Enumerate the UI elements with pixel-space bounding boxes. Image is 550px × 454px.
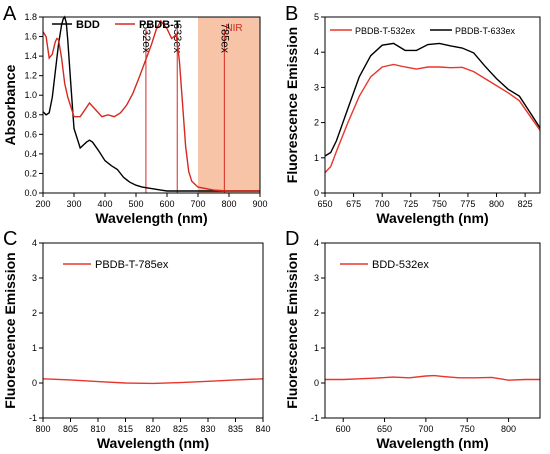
x-tick-label: 400 [97,199,112,209]
y-tick-label: 2 [314,118,319,128]
y-tick-label: 0.8 [24,110,37,120]
series-line [42,378,264,385]
x-tick-label: 830 [200,424,215,434]
y-tick-label: 1.8 [24,12,37,22]
y-tick-label: 4 [314,47,319,57]
x-tick-label: 825 [518,199,533,209]
x-tick-label: 750 [460,424,475,434]
x-tick-label: 810 [90,424,105,434]
x-tick-label: 650 [317,199,332,209]
x-tick-label: 775 [460,199,475,209]
panel-b: B 650 675 700 725 750 775 800 825 0 1 2 3 4 5 Wavelengt… [284,3,541,226]
x-tick-label: 500 [128,199,143,209]
legend-label: PBDB-T-785ex [95,259,169,271]
panel-letter: D [285,228,299,250]
series-line [324,42,541,157]
y-tick-label: 4 [314,238,319,248]
series-line [324,63,541,174]
y-tick-label: 1.2 [24,71,37,81]
series-line [325,374,540,381]
excitation-label: 532ex [140,23,152,53]
legend-label: BDD-532ex [372,259,429,271]
y-axis-label: Fluorescence Emission [2,252,18,408]
y-tick-label: 2 [32,308,37,318]
x-tick-label: 825 [173,424,188,434]
y-tick-label: 3 [32,273,37,283]
nir-shaded-region [198,17,260,193]
plot-frame [324,242,541,419]
x-tick-label: 840 [255,424,270,434]
panel-c: C 800 805 810 815 820 825 830 835 840 -1 0 1 2 3 4 Wavel… [2,228,271,451]
y-tick-label: 1 [32,343,37,353]
y-tick-label: 0.0 [24,188,37,198]
series-line [42,15,260,192]
x-tick-label: 805 [63,424,78,434]
x-tick-label: 835 [228,424,243,434]
legend-label: PBDB-T-532ex [355,26,416,36]
plot-frame [42,16,261,194]
x-tick-label: 820 [145,424,160,434]
x-tick-label: 800 [35,424,50,434]
x-tick-label: 750 [432,199,447,209]
y-tick-label: 1.0 [24,90,37,100]
x-tick-label: 700 [190,199,205,209]
plot-frame [324,16,541,194]
y-tick-label: 0.6 [24,129,37,139]
panel-letter: B [285,3,298,25]
nir-label: NIR [225,23,242,34]
y-tick-label: 3 [314,82,319,92]
y-tick-label: 4 [32,238,37,248]
legend-label: PBDB-T-633ex [455,26,516,36]
y-tick-label: -1 [311,413,319,423]
y-tick-label: 3 [314,273,319,283]
panel-d: D 600 650 700 750 800 -1 0 1 2 3 4 Wavelength (nm) Fl… [284,228,541,451]
y-tick-label: 0 [314,378,319,388]
y-tick-label: -1 [29,413,37,423]
y-tick-label: 0 [32,378,37,388]
excitation-label: 785ex [218,23,230,53]
x-tick-label: 815 [118,424,133,434]
y-tick-label: 0.2 [24,168,37,178]
x-tick-label: 650 [377,424,392,434]
x-axis-label: Wavelength (nm) [376,435,488,451]
y-tick-label: 5 [314,12,319,22]
x-axis-label: Wavelength (nm) [95,210,207,226]
x-tick-label: 600 [336,424,351,434]
y-tick-label: 0.4 [24,149,37,159]
legend-label: BDD [76,19,100,31]
legend-label: PBDB-T [139,19,181,31]
y-tick-label: 1.4 [24,51,37,61]
x-tick-label: 300 [66,199,81,209]
x-tick-label: 725 [403,199,418,209]
x-tick-label: 200 [35,199,50,209]
y-axis-label: Fluorescence Emission [284,252,300,408]
panel-letter: A [3,3,17,25]
x-tick-label: 800 [221,199,236,209]
x-tick-label: 800 [501,424,516,434]
x-axis-label: Wavelength (nm) [376,210,488,226]
x-axis-label: Wavelength (nm) [97,435,209,451]
x-tick-label: 900 [252,199,267,209]
y-tick-label: 0 [314,188,319,198]
y-axis-label: Absorbance [2,64,18,145]
y-tick-label: 1 [314,343,319,353]
series-line [42,19,260,192]
x-tick-label: 700 [375,199,390,209]
panel-letter: C [3,228,17,250]
y-axis-label: Fluorescence Emission [284,27,300,183]
x-tick-label: 600 [159,199,174,209]
x-tick-label: 700 [418,424,433,434]
y-tick-label: 2 [314,308,319,318]
x-tick-label: 800 [489,199,504,209]
y-tick-label: 1 [314,153,319,163]
x-tick-label: 675 [346,199,361,209]
y-tick-label: 1.6 [24,32,37,42]
